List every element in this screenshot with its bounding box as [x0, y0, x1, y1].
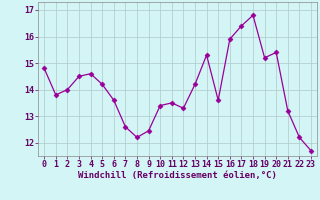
X-axis label: Windchill (Refroidissement éolien,°C): Windchill (Refroidissement éolien,°C): [78, 171, 277, 180]
